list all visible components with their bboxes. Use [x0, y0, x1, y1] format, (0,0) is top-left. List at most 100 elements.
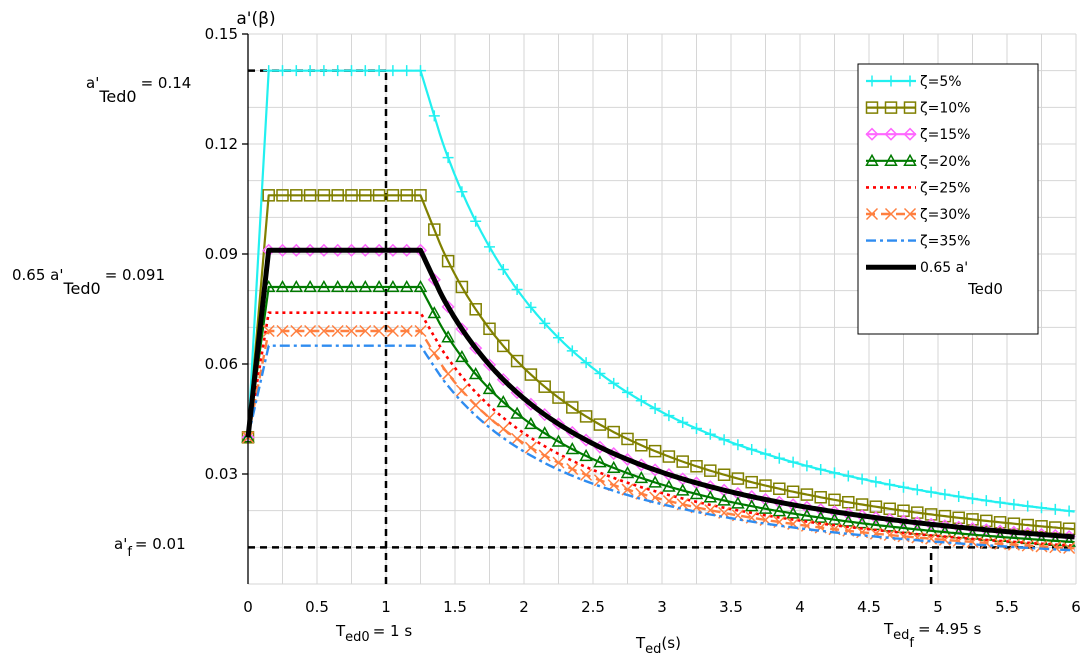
marker-plus [925, 486, 937, 498]
marker-x [865, 207, 879, 221]
marker-plus [704, 428, 716, 440]
marker-x [386, 324, 399, 338]
marker-square [441, 254, 455, 268]
x-tick-label: 2 [519, 598, 529, 616]
marker-plus [856, 473, 868, 485]
marker-triangle [551, 434, 566, 447]
marker-triangle [427, 306, 442, 319]
marker-triangle [317, 279, 331, 293]
marker-diamond [903, 127, 917, 141]
marker-plus [939, 488, 951, 500]
x-tick-label: 5.5 [995, 598, 1019, 616]
marker-plus [608, 377, 620, 389]
marker-plus [842, 470, 854, 482]
legend-item: ζ=20% [865, 153, 970, 170]
marker-triangle [441, 330, 455, 343]
marker-plus [884, 479, 896, 491]
marker-x [1035, 540, 1048, 553]
marker-plus [373, 65, 385, 77]
marker-square [993, 516, 1007, 529]
marker-square [648, 444, 662, 458]
marker-x [884, 207, 898, 221]
x-tick-label: 0.5 [305, 598, 329, 616]
marker-square [924, 508, 938, 521]
marker-square [607, 425, 620, 439]
marker-square [1007, 517, 1021, 530]
marker-plus [428, 110, 440, 122]
marker-triangle [510, 406, 524, 419]
marker-square [510, 354, 524, 368]
marker-square [469, 303, 482, 316]
marker-plus [1049, 503, 1061, 515]
marker-square [262, 189, 275, 202]
marker-plus [318, 65, 330, 77]
marker-triangle [468, 367, 483, 380]
marker-x [304, 324, 317, 338]
marker-plus [677, 416, 689, 428]
marker-square [745, 475, 758, 489]
marker-triangle [372, 279, 386, 293]
marker-square [938, 509, 952, 523]
marker-plus [904, 75, 916, 87]
marker-plus [622, 386, 633, 398]
marker-plus [801, 460, 813, 472]
marker-x [359, 324, 372, 338]
marker-square [566, 401, 579, 414]
marker-x [566, 463, 579, 476]
marker-triangle [717, 493, 731, 506]
x-tick-label: 4.5 [857, 598, 881, 616]
marker-plus [484, 241, 495, 253]
marker-square [497, 339, 510, 353]
marker-square [276, 189, 289, 202]
series [241, 324, 1076, 555]
marker-square [1035, 520, 1048, 533]
marker-square [303, 189, 317, 202]
marker-triangle [648, 475, 662, 488]
marker-plus [773, 452, 785, 464]
marker-x [345, 324, 358, 338]
marker-triangle [903, 153, 917, 166]
marker-square [773, 482, 786, 495]
marker-square [966, 513, 979, 526]
marker-square [331, 189, 344, 202]
series-line [246, 285, 1075, 544]
legend-label: ζ=35% [920, 234, 970, 250]
marker-triangle [496, 395, 511, 408]
marker-plus [663, 410, 675, 422]
x-tick-label: 3.5 [719, 598, 743, 616]
legend-label: ζ=20% [920, 154, 970, 170]
marker-triangle [606, 460, 621, 474]
marker-square [635, 439, 648, 452]
marker-plus [911, 484, 923, 496]
marker-plus [332, 65, 344, 77]
marker-x [290, 324, 303, 338]
legend-item: ζ=5% [866, 74, 962, 90]
marker-plus [401, 65, 413, 77]
marker-plus [953, 491, 965, 503]
marker-plus [898, 481, 909, 493]
legend-item: ζ=25% [866, 180, 970, 196]
marker-diamond [865, 127, 879, 141]
marker-square [414, 189, 427, 202]
marker-plus [787, 456, 799, 468]
marker-square [579, 410, 593, 423]
marker-x [497, 422, 510, 436]
marker-triangle [800, 508, 814, 521]
marker-triangle [289, 279, 304, 293]
marker-plus [1022, 500, 1034, 512]
legend-item: ζ=35% [866, 234, 970, 250]
marker-x [580, 468, 593, 481]
marker-x [1021, 539, 1034, 552]
marker-plus [1036, 502, 1047, 514]
marker-plus [511, 284, 523, 296]
marker-x [524, 441, 537, 454]
marker-x [428, 347, 441, 360]
marker-triangle [330, 279, 345, 293]
marker-x [966, 535, 979, 548]
marker-x [414, 324, 427, 338]
marker-plus [566, 345, 578, 357]
marker-x [276, 324, 289, 338]
marker-x [903, 207, 917, 221]
marker-square [621, 432, 634, 446]
